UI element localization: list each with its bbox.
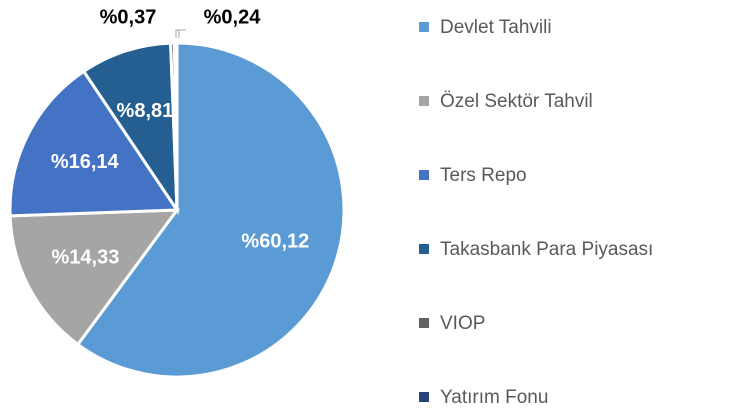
pie-slice	[8, 69, 180, 218]
pie-slice	[81, 41, 179, 216]
pie-slice	[8, 208, 181, 347]
pie-slice	[75, 41, 346, 379]
pie-slice	[172, 41, 179, 211]
data-label: %60,12	[241, 231, 309, 253]
legend-label: Takasbank Para Piyasası	[440, 239, 653, 260]
data-label: %0,24	[204, 6, 262, 28]
data-label: %14,33	[51, 247, 119, 269]
legend-swatch	[419, 318, 429, 328]
data-label: %8,81	[117, 100, 174, 122]
legend-swatch	[419, 22, 429, 32]
legend-label: Ters Repo	[440, 165, 527, 186]
legend-label: Devlet Tahvili	[440, 17, 552, 38]
legend-swatch	[419, 244, 429, 254]
legend-label: VIOP	[440, 313, 485, 334]
leader-line	[178, 29, 186, 38]
data-label: %16,14	[51, 151, 120, 173]
legend-label: Yatırım Fonu	[440, 387, 548, 408]
legend-label: Özel Sektör Tahvil	[440, 91, 593, 112]
legend-swatch	[419, 392, 429, 402]
legend-swatch	[419, 96, 429, 106]
data-label: %0,37	[100, 6, 157, 28]
legend-swatch	[419, 170, 429, 180]
